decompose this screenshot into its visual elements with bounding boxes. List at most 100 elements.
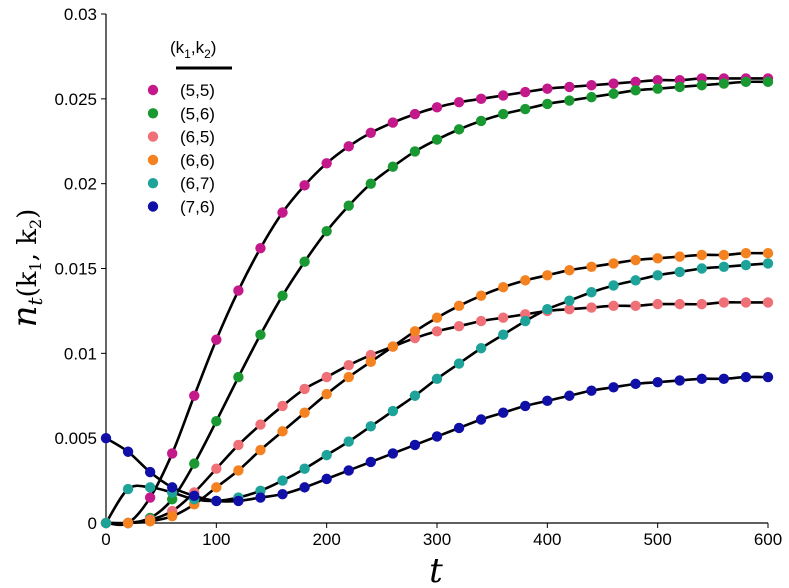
legend-title-sub2: 2 (204, 47, 211, 61)
x-tick-label: 300 (423, 530, 451, 549)
data-point (586, 91, 597, 103)
data-point (718, 78, 730, 89)
data-point (586, 80, 597, 91)
data-point (520, 275, 531, 286)
data-point (211, 482, 222, 493)
data-point (277, 426, 288, 437)
data-point (299, 383, 310, 395)
legend-marker (147, 108, 159, 119)
data-point (100, 432, 112, 444)
data-point (696, 298, 707, 310)
data-point (475, 93, 487, 105)
legend-marker (147, 178, 159, 189)
data-point (277, 400, 288, 412)
legend-title-open: (k (170, 38, 185, 57)
data-point (542, 270, 553, 281)
legend-label: (6,6) (180, 151, 215, 170)
data-point (100, 517, 112, 529)
data-point (498, 108, 509, 120)
data-point (167, 448, 178, 459)
y-axis-title-k1-sub: 1 (26, 261, 45, 271)
data-point (762, 258, 774, 269)
y-tick-label: 0.01 (64, 344, 97, 363)
data-point (608, 280, 619, 291)
data-point (674, 266, 685, 278)
legend-label: (6,5) (180, 128, 215, 147)
data-point (608, 88, 619, 99)
data-point (387, 405, 399, 417)
data-point (498, 281, 509, 293)
y-axis-title: nt(k1, k2) (5, 209, 47, 328)
data-point (277, 207, 288, 218)
data-point (211, 416, 222, 427)
legend-title-close: ) (211, 38, 217, 57)
x-tick-label: 500 (643, 530, 671, 549)
data-point (696, 373, 707, 384)
data-point (122, 517, 134, 529)
data-point (630, 378, 641, 390)
data-point (652, 298, 663, 310)
data-point (498, 407, 509, 418)
data-point (255, 242, 266, 254)
data-point (498, 312, 509, 323)
data-point (564, 304, 575, 315)
fit-line (105, 80, 769, 525)
data-point (740, 76, 752, 88)
y-tick-label: 0.025 (54, 90, 97, 109)
data-point (144, 516, 156, 527)
x-tick-label: 0 (101, 530, 110, 549)
data-point (740, 371, 752, 383)
data-point (542, 98, 553, 110)
data-point (321, 388, 332, 400)
data-point (255, 329, 266, 340)
data-point (762, 297, 774, 308)
fit-line (104, 262, 769, 524)
data-point (387, 448, 399, 459)
data-point (167, 511, 178, 522)
data-point (387, 117, 399, 128)
data-point (696, 80, 707, 91)
data-point (740, 297, 752, 308)
data-point (365, 127, 376, 138)
data-point (652, 74, 663, 86)
data-point (299, 463, 310, 474)
data-point (564, 81, 575, 93)
data-point (321, 158, 332, 169)
data-point (652, 253, 663, 264)
data-point (475, 290, 487, 301)
data-point (542, 83, 553, 94)
data-point (564, 95, 575, 106)
data-point (167, 482, 178, 493)
legend-label: (5,6) (180, 104, 215, 123)
x-tick-label: 400 (533, 530, 561, 549)
data-point (453, 422, 465, 434)
data-point (189, 490, 200, 502)
data-point (387, 341, 399, 352)
data-point (321, 371, 332, 383)
data-point (498, 90, 509, 101)
data-point (762, 76, 774, 88)
data-point (586, 385, 597, 396)
data-point (564, 264, 575, 276)
data-point (586, 302, 597, 313)
y-axis-title-close: ) (13, 209, 43, 219)
data-point (696, 263, 707, 274)
data-point (409, 146, 421, 157)
y-tick-label: 0.03 (64, 5, 97, 24)
legend-marker (147, 201, 159, 212)
axes: 0 100 200 300 400 500 600 0 0.005 0.01 0.015 0.02 0.… (54, 5, 782, 549)
data-point (409, 108, 421, 120)
data-point (608, 300, 619, 312)
y-axis-title-k2-sub: 2 (26, 219, 45, 229)
data-point (608, 78, 619, 89)
data-point (718, 373, 730, 384)
data-point (409, 390, 421, 401)
data-point (475, 315, 487, 327)
data-point (431, 102, 443, 113)
data-point (630, 85, 641, 96)
x-axis-title: t (429, 551, 443, 588)
y-axis-title-mid: , k (13, 229, 43, 262)
data-point (652, 83, 663, 94)
data-point (144, 482, 156, 493)
data-point (277, 475, 288, 486)
